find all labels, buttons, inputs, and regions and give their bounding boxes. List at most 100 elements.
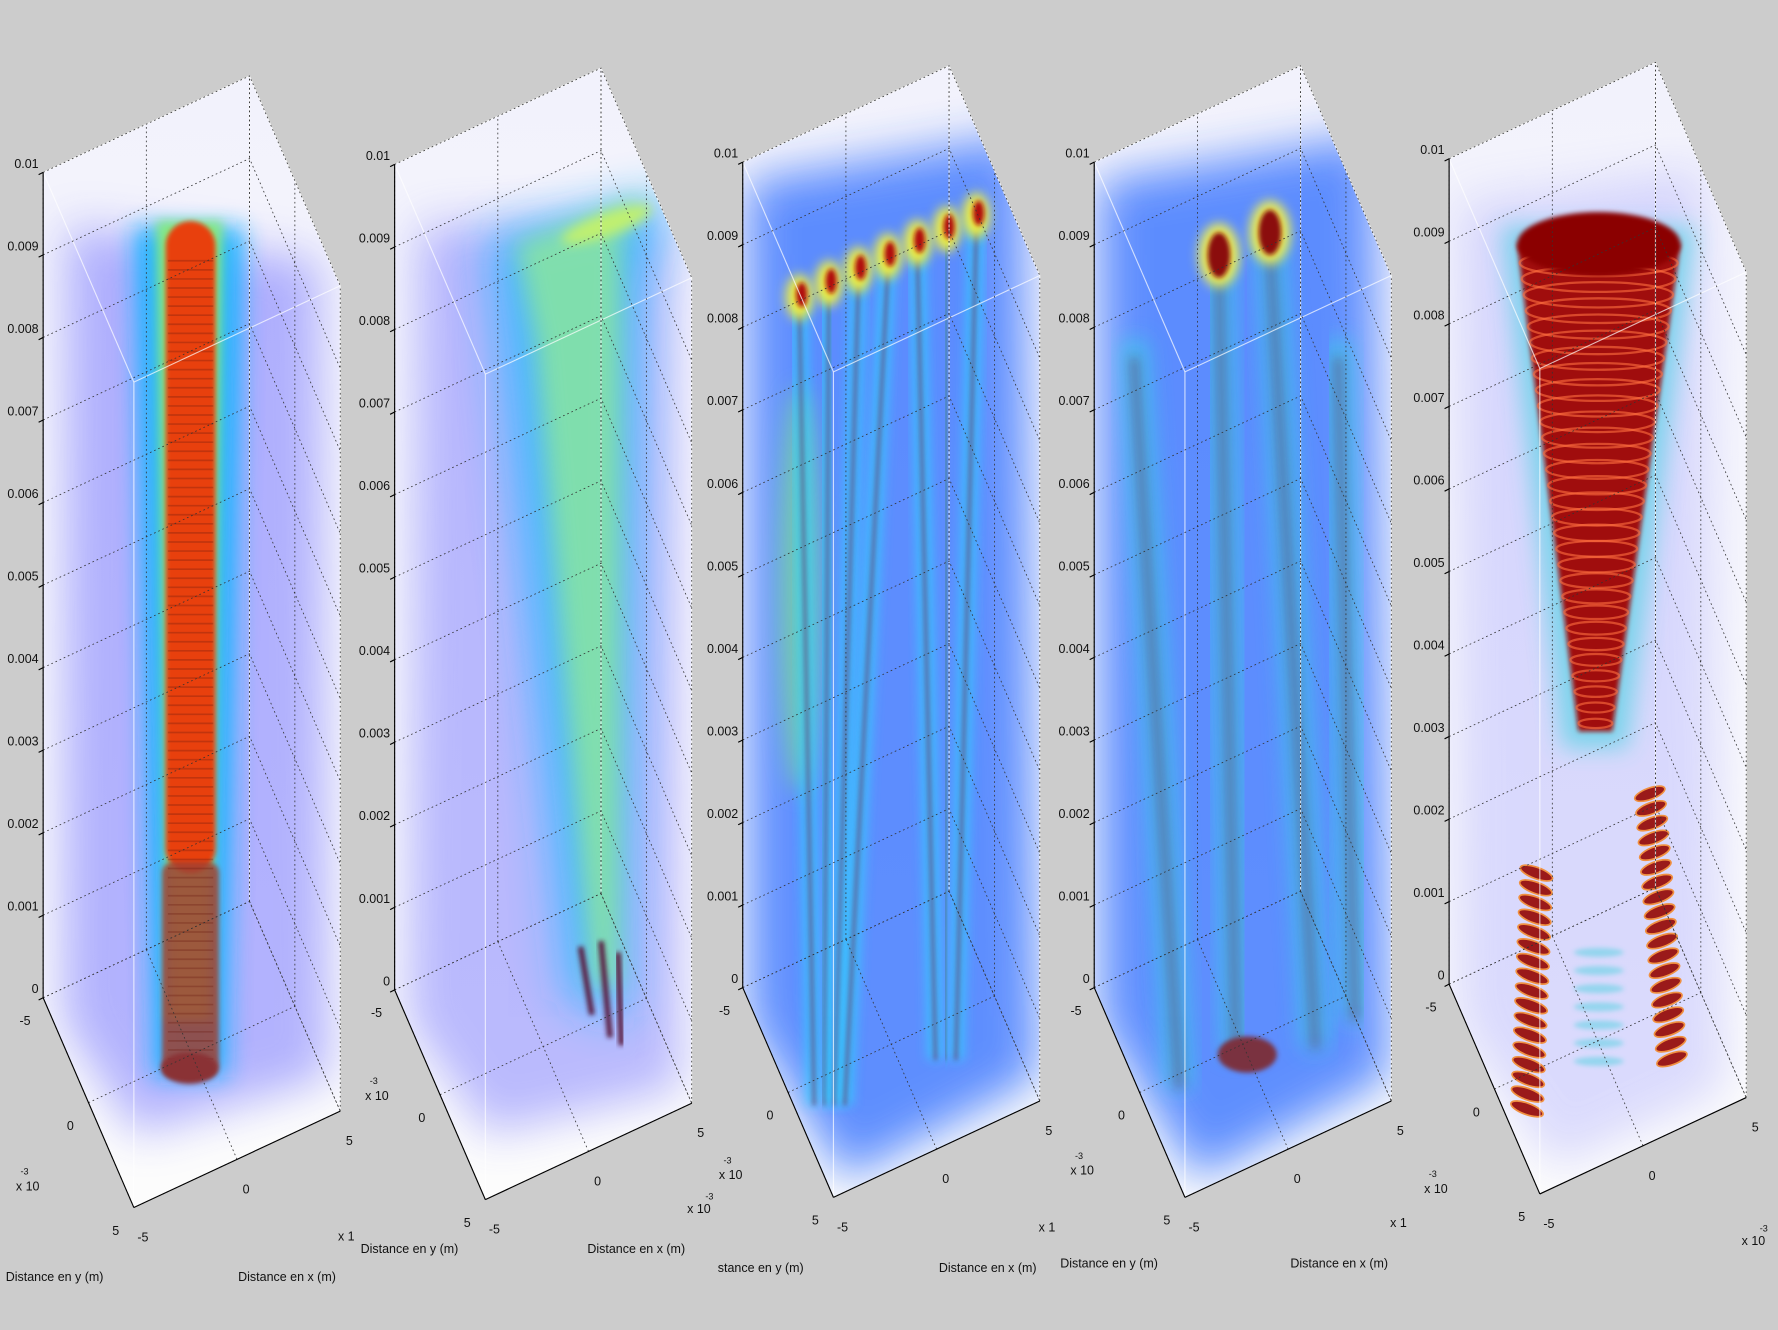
stripe [1565, 620, 1628, 636]
stripe [1526, 313, 1670, 340]
z-tick-label: 0 [383, 974, 390, 988]
grid-line [88, 1005, 296, 1104]
y-axis [394, 989, 486, 1200]
volume-plot: 0 0.001 0.002 0.003 0.004 0.005 0.006 0.007 0.00… [1058, 65, 1407, 1271]
grid-line [42, 735, 341, 947]
z-tick [389, 824, 395, 828]
filament [943, 240, 949, 1061]
grid-line [787, 995, 995, 1093]
z-tick [1089, 244, 1095, 248]
z-tick-label: 0.004 [707, 642, 738, 656]
z-tick [38, 749, 44, 753]
glow [1573, 1020, 1624, 1030]
grid-line [42, 570, 341, 782]
volume-render [408, 192, 681, 1134]
stripe [1575, 701, 1616, 714]
stripe [1548, 491, 1646, 512]
stripe [1559, 572, 1634, 590]
helix [1519, 864, 1554, 882]
z-tick [1089, 987, 1095, 991]
glow [561, 205, 652, 244]
grid-line [742, 725, 1041, 937]
helix [1518, 893, 1553, 912]
z-tick [1089, 326, 1095, 331]
z-tick [38, 997, 44, 1001]
z-tick [38, 667, 44, 671]
blob [913, 227, 926, 253]
z-tick-label: 0.002 [707, 807, 738, 821]
z-tick-label: 0.001 [707, 889, 738, 903]
z-tick-label: 0.001 [1413, 886, 1444, 900]
helix [1652, 1006, 1685, 1024]
z-tick [38, 419, 44, 423]
z-tick [38, 914, 44, 919]
z-tick [389, 576, 395, 580]
z-tick [737, 409, 743, 413]
z-tick-label: 0.007 [707, 394, 738, 408]
y-axis-label: Distance en y (m) [1060, 1257, 1158, 1271]
stripe [1534, 378, 1661, 403]
grid-line [742, 230, 1041, 441]
y-tick-label: 5 [1163, 1214, 1170, 1228]
grid-line [42, 323, 341, 534]
grid-line [42, 901, 250, 999]
z-tick-label: 0.007 [1058, 394, 1089, 408]
z-tick-label: 0.003 [707, 724, 738, 738]
helix [1647, 947, 1680, 965]
helix [1513, 1011, 1548, 1030]
blob [854, 255, 867, 281]
x-multiplier: x 10 [687, 1202, 711, 1216]
y-exponent: -3 [370, 1076, 378, 1086]
grid-line [394, 645, 693, 856]
y-tick-label: -5 [371, 1006, 382, 1020]
z-tick [1444, 488, 1450, 492]
y-exponent: -3 [1429, 1169, 1437, 1179]
z-tick-label: 0.003 [7, 735, 38, 749]
z-tick-label: 0.006 [1058, 477, 1089, 491]
grid-line [742, 560, 1041, 771]
x-axis [485, 1102, 692, 1201]
helix [1651, 991, 1683, 1009]
helix [1646, 932, 1678, 950]
grid-line [42, 240, 341, 451]
stripe [1546, 475, 1648, 496]
helix [1653, 1021, 1686, 1038]
helix [1648, 962, 1681, 980]
z-tick [737, 161, 743, 165]
grid-line [742, 643, 1041, 854]
grid-line [394, 232, 693, 444]
z-tick-label: 0.007 [7, 404, 38, 418]
z-tick [389, 494, 395, 498]
grid-line [1448, 887, 1656, 985]
z-tick [737, 987, 743, 991]
filament [1215, 272, 1240, 1055]
stripe [1561, 588, 1632, 605]
z-tick [1444, 818, 1450, 822]
helix [1517, 923, 1552, 941]
z-tick [1089, 161, 1095, 165]
x-axis [1539, 1097, 1747, 1195]
x-tick-label: 5 [697, 1126, 704, 1140]
z-tick-label: 0 [731, 972, 738, 986]
y-axis [1448, 983, 1541, 1195]
z-tick [1444, 901, 1450, 905]
helix [1512, 1041, 1547, 1059]
z-tick [1089, 574, 1095, 578]
box-edge [133, 285, 341, 383]
filament [1266, 249, 1319, 1049]
glow [1573, 984, 1624, 994]
z-tick [38, 254, 44, 258]
filament [615, 952, 625, 1046]
z-tick-label: 0.003 [1058, 724, 1089, 738]
z-tick-label: 0.01 [366, 149, 390, 163]
glow [1573, 947, 1624, 957]
volume-plot: 0 0.001 0.002 0.003 0.004 0.005 0.006 0.007 0.00… [707, 65, 1055, 1275]
blob [884, 241, 896, 267]
y-multiplier: x 10 [365, 1089, 389, 1103]
filament [577, 946, 595, 1016]
z-tick-label: 0.008 [359, 314, 390, 328]
z-tick-label: 0.009 [707, 229, 738, 243]
box-edge [1539, 271, 1747, 370]
helix [1656, 1050, 1688, 1068]
